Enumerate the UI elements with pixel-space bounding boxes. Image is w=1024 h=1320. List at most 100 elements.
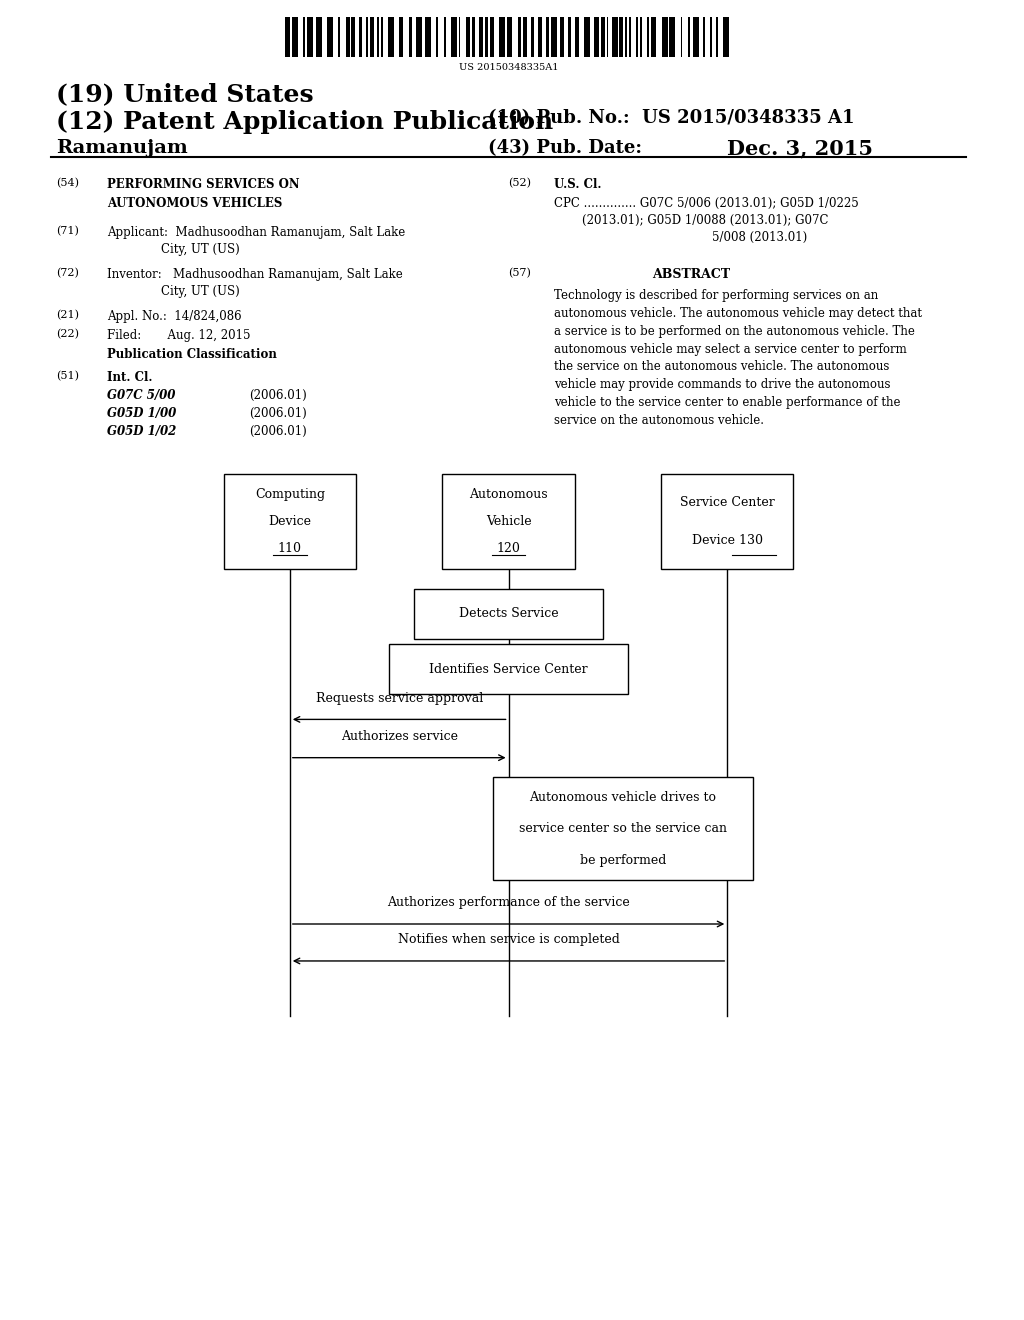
Bar [575, 17, 579, 57]
Bar [425, 17, 431, 57]
Bar [500, 17, 505, 57]
Bar [651, 17, 656, 57]
Text: Detects Service: Detects Service [459, 607, 558, 620]
Bar [358, 17, 362, 57]
Bar [670, 17, 675, 57]
Text: (54): (54) [56, 178, 79, 189]
Bar [723, 17, 729, 57]
Bar [523, 17, 527, 57]
Bar [518, 17, 521, 57]
Text: US 20150348335A1: US 20150348335A1 [459, 63, 558, 73]
Bar [328, 17, 333, 57]
Text: Notifies when service is completed: Notifies when service is completed [397, 933, 620, 946]
Text: (2006.01): (2006.01) [249, 389, 307, 403]
Bar [409, 17, 413, 57]
Bar [693, 17, 699, 57]
Text: Technology is described for performing services on an: Technology is described for performing s… [554, 289, 879, 302]
Bar [688, 17, 690, 57]
Text: (10) Pub. No.:  US 2015/0348335 A1: (10) Pub. No.: US 2015/0348335 A1 [488, 110, 855, 128]
Text: Vehicle: Vehicle [485, 515, 531, 528]
Bar [601, 17, 605, 57]
Bar [662, 474, 794, 569]
Text: Filed:       Aug. 12, 2015: Filed: Aug. 12, 2015 [106, 329, 250, 342]
Text: a service is to be performed on the autonomous vehicle. The: a service is to be performed on the auto… [554, 325, 915, 338]
Bar [484, 17, 488, 57]
Bar [560, 17, 564, 57]
Text: Requests service approval: Requests service approval [315, 692, 483, 705]
Bar [640, 17, 642, 57]
Bar [472, 17, 475, 57]
Bar [452, 17, 457, 57]
Text: AUTONOMOUS VEHICLES: AUTONOMOUS VEHICLES [106, 197, 283, 210]
Text: Device: Device [268, 515, 311, 528]
Bar [466, 17, 470, 57]
Text: (22): (22) [56, 329, 79, 339]
Text: (12) Patent Application Publication: (12) Patent Application Publication [56, 110, 553, 133]
Bar [567, 17, 571, 57]
Bar [612, 17, 617, 57]
Text: (52): (52) [509, 178, 531, 189]
Bar [710, 17, 712, 57]
Text: service center so the service can: service center so the service can [519, 822, 727, 836]
Bar [307, 17, 312, 57]
Text: (2013.01); G05D 1/0088 (2013.01); G07C: (2013.01); G05D 1/0088 (2013.01); G07C [582, 214, 828, 227]
Text: Autonomous vehicle drives to: Autonomous vehicle drives to [529, 791, 717, 804]
Text: (43) Pub. Date:: (43) Pub. Date: [488, 139, 642, 157]
Bar [507, 17, 512, 57]
Text: City, UT (US): City, UT (US) [161, 243, 240, 256]
Text: Inventor:   Madhusoodhan Ramanujam, Salt Lake: Inventor: Madhusoodhan Ramanujam, Salt L… [106, 268, 402, 281]
Text: G05D 1/02: G05D 1/02 [106, 425, 176, 438]
Bar [629, 17, 631, 57]
Text: Authorizes service: Authorizes service [341, 730, 458, 743]
Text: (21): (21) [56, 310, 79, 321]
Text: autonomous vehicle. The autonomous vehicle may detect that: autonomous vehicle. The autonomous vehic… [554, 306, 923, 319]
Bar [625, 17, 627, 57]
Bar [551, 17, 557, 57]
Bar [416, 17, 422, 57]
Bar [681, 17, 682, 57]
Bar [443, 17, 445, 57]
Bar [388, 17, 394, 57]
Bar [494, 777, 753, 880]
Text: Publication Classification: Publication Classification [106, 348, 276, 362]
Text: G05D 1/00: G05D 1/00 [106, 407, 176, 420]
Text: vehicle may provide commands to drive the autonomous: vehicle may provide commands to drive th… [554, 378, 891, 391]
Bar [292, 17, 298, 57]
Bar [224, 474, 356, 569]
Bar [594, 17, 599, 57]
Text: CPC .............. G07C 5/006 (2013.01); G05D 1/0225: CPC .............. G07C 5/006 (2013.01);… [554, 197, 859, 210]
Bar [442, 474, 574, 569]
Bar [606, 17, 608, 57]
Bar [367, 17, 368, 57]
Bar [702, 17, 705, 57]
Text: Autonomous: Autonomous [469, 488, 548, 500]
Bar [377, 17, 379, 57]
Text: Dec. 3, 2015: Dec. 3, 2015 [727, 139, 873, 158]
Text: vehicle to the service center to enable performance of the: vehicle to the service center to enable … [554, 396, 901, 409]
Text: service on the autonomous vehicle.: service on the autonomous vehicle. [554, 414, 764, 426]
Bar [479, 17, 482, 57]
Text: U.S. Cl.: U.S. Cl. [554, 178, 602, 191]
Text: (19) United States: (19) United States [56, 82, 313, 106]
Bar [647, 17, 649, 57]
Text: G07C 5/00: G07C 5/00 [106, 389, 175, 403]
Text: (2006.01): (2006.01) [249, 425, 307, 438]
Bar [436, 17, 438, 57]
Text: 120: 120 [497, 543, 520, 554]
Bar [636, 17, 638, 57]
Bar [303, 17, 305, 57]
Bar [415, 589, 603, 639]
Bar [351, 17, 355, 57]
Bar [381, 17, 383, 57]
Bar [530, 17, 535, 57]
Text: Ramanujam: Ramanujam [56, 139, 187, 157]
Text: Identifies Service Center: Identifies Service Center [429, 663, 588, 676]
Text: PERFORMING SERVICES ON: PERFORMING SERVICES ON [106, 178, 299, 191]
Bar [459, 17, 461, 57]
Text: be performed: be performed [580, 854, 667, 867]
Text: (72): (72) [56, 268, 79, 279]
Text: Authorizes performance of the service: Authorizes performance of the service [387, 896, 630, 909]
Text: Appl. No.:  14/824,086: Appl. No.: 14/824,086 [106, 310, 242, 323]
Text: Applicant:  Madhusoodhan Ramanujam, Salt Lake: Applicant: Madhusoodhan Ramanujam, Salt … [106, 226, 406, 239]
Bar [399, 17, 403, 57]
